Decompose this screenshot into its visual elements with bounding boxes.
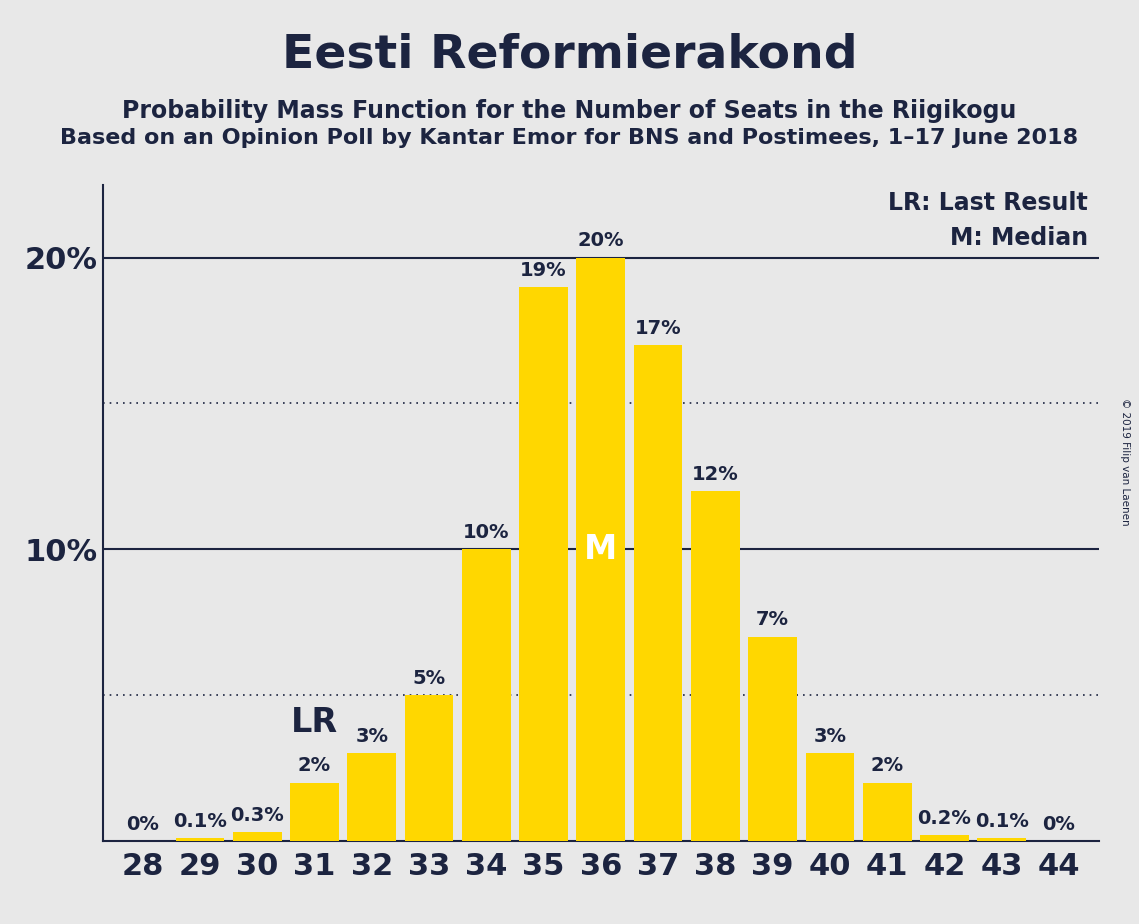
Text: 0.3%: 0.3% xyxy=(230,806,284,825)
Text: LR: LR xyxy=(290,706,338,739)
Text: 19%: 19% xyxy=(521,261,567,280)
Text: 2%: 2% xyxy=(298,756,331,775)
Bar xyxy=(347,753,396,841)
Text: 10%: 10% xyxy=(464,523,509,542)
Text: M: M xyxy=(584,533,617,565)
Bar xyxy=(805,753,854,841)
Text: M: Median: M: Median xyxy=(950,225,1088,249)
Text: 0.2%: 0.2% xyxy=(918,808,972,828)
Text: 0.1%: 0.1% xyxy=(173,811,227,831)
Text: Based on an Opinion Poll by Kantar Emor for BNS and Postimees, 1–17 June 2018: Based on an Opinion Poll by Kantar Emor … xyxy=(60,128,1079,148)
Bar xyxy=(519,286,568,841)
Text: 3%: 3% xyxy=(813,727,846,746)
Bar xyxy=(404,695,453,841)
Text: Eesti Reformierakond: Eesti Reformierakond xyxy=(281,32,858,78)
Text: 7%: 7% xyxy=(756,611,789,629)
Bar xyxy=(863,783,911,841)
Bar xyxy=(462,549,510,841)
Text: LR: Last Result: LR: Last Result xyxy=(888,190,1088,214)
Text: 17%: 17% xyxy=(634,319,681,338)
Bar xyxy=(920,835,969,841)
Text: 2%: 2% xyxy=(870,756,903,775)
Text: © 2019 Filip van Laenen: © 2019 Filip van Laenen xyxy=(1121,398,1130,526)
Text: 0.1%: 0.1% xyxy=(975,811,1029,831)
Text: 0%: 0% xyxy=(126,815,159,833)
Text: 20%: 20% xyxy=(577,231,624,250)
Text: Probability Mass Function for the Number of Seats in the Riigikogu: Probability Mass Function for the Number… xyxy=(122,99,1017,123)
Bar xyxy=(633,346,682,841)
Text: 5%: 5% xyxy=(412,669,445,687)
Bar xyxy=(175,838,224,841)
Bar xyxy=(232,833,281,841)
Text: 0%: 0% xyxy=(1042,815,1075,833)
Bar xyxy=(748,637,797,841)
Text: 12%: 12% xyxy=(693,465,739,483)
Bar xyxy=(290,783,338,841)
Bar xyxy=(576,258,625,841)
Text: 3%: 3% xyxy=(355,727,388,746)
Bar xyxy=(977,838,1026,841)
Bar xyxy=(691,491,739,841)
